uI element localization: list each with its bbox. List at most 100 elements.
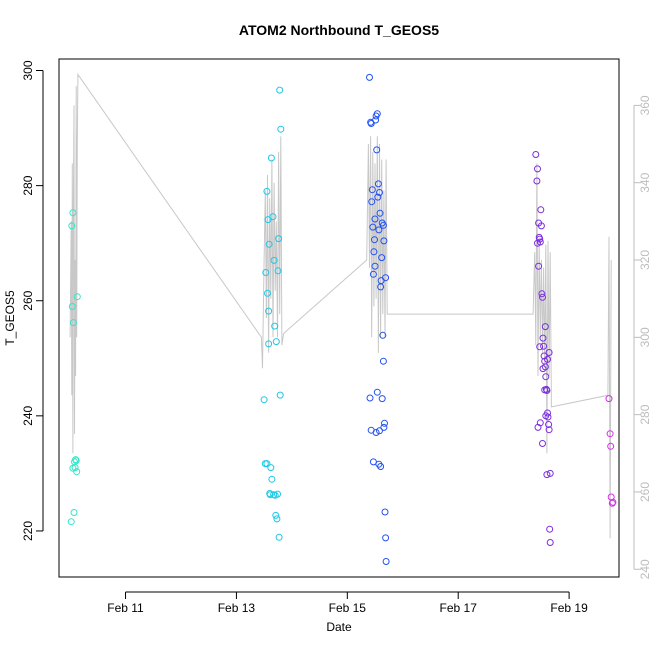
data-point-s3-2	[534, 165, 541, 173]
data-point-s3-10	[539, 293, 546, 301]
data-point-s2-22	[379, 357, 387, 365]
data-point-s3-16	[542, 373, 550, 381]
data-point-s0-2	[69, 209, 77, 217]
y-tick-label-2: 260	[21, 290, 35, 310]
right-tick-label-0: 240	[638, 559, 650, 579]
y-axis-label: T_GEOS5	[3, 290, 17, 346]
data-point-s2-15	[376, 189, 383, 196]
data-point-s0-0	[67, 518, 75, 526]
data-point-s1-5	[264, 216, 272, 224]
data-point-s1-14	[274, 490, 281, 498]
data-point-s2-23	[380, 423, 388, 431]
data-point-s2-29	[371, 236, 378, 244]
data-point-s3-35	[544, 355, 551, 363]
x-tick-label-1: Feb 13	[218, 601, 256, 615]
right-tick-label-5: 340	[638, 172, 650, 192]
data-point-s4-0	[605, 395, 613, 403]
data-point-s0-1	[68, 222, 76, 230]
data-point-s1-6	[265, 307, 273, 315]
data-point-s3-31	[534, 239, 541, 247]
data-point-s1-17	[276, 86, 284, 94]
data-point-s2-35	[380, 237, 388, 245]
data-point-s2-5	[369, 270, 377, 278]
data-point-s2-41	[382, 274, 390, 282]
axes-layer: 220 240 260 280 300 240 260 280 300 320 340 360 Feb …	[21, 60, 650, 615]
x-tick-label-3: Feb 17	[440, 601, 478, 615]
data-point-s0-11	[72, 457, 80, 465]
y-tick-label-0: 220	[21, 521, 35, 541]
data-point-s3-0	[532, 151, 540, 158]
data-point-s3-11	[539, 334, 547, 342]
data-point-s2-16	[376, 209, 384, 217]
data-point-s2-12	[374, 193, 382, 201]
x-axis-label: Date	[326, 620, 352, 634]
data-point-s4-2	[607, 442, 615, 450]
data-point-s1-18	[276, 391, 284, 399]
data-point-s0-10	[68, 303, 76, 310]
data-point-s2-34	[378, 395, 386, 403]
data-point-s2-3	[368, 186, 376, 194]
data-point-s3-22	[545, 426, 553, 434]
right-tick-label-3: 300	[638, 327, 650, 347]
x-tick-label-4: Feb 19	[550, 601, 588, 615]
data-point-s3-27	[539, 440, 546, 447]
chart-title: ATOM2 Northbound T_GEOS5	[239, 22, 439, 38]
y-tick-label-3: 280	[21, 175, 35, 195]
data-point-s2-30	[366, 394, 374, 402]
data-point-s1-0	[260, 396, 268, 404]
data-point-s3-38	[546, 469, 554, 477]
data-point-s1-25	[272, 511, 280, 519]
data-point-s1-10	[269, 213, 277, 221]
data-point-s3-8	[537, 222, 545, 230]
data-point-s1-21	[265, 340, 273, 348]
data-point-s2-4	[369, 223, 377, 231]
data-point-s1-4	[264, 289, 271, 297]
data-point-s3-29	[543, 471, 551, 479]
data-point-s1-3	[263, 187, 271, 195]
data-point-s1-16	[275, 235, 283, 243]
data-point-s2-21	[379, 331, 387, 339]
data-point-s2-37	[373, 388, 381, 396]
data-point-s2-40	[379, 221, 387, 229]
data-point-s1-19	[277, 125, 285, 133]
y-tick-label-1: 240	[21, 405, 35, 425]
data-point-s3-21	[545, 421, 553, 428]
data-point-s0-3	[69, 319, 77, 327]
data-point-s3-7	[537, 206, 545, 214]
right-tick-label-4: 320	[638, 250, 650, 270]
data-point-s0-8	[70, 509, 78, 516]
data-point-s2-26	[382, 534, 390, 542]
data-point-s3-5	[536, 235, 544, 243]
data-point-s2-38	[369, 458, 377, 466]
data-point-s1-22	[266, 491, 274, 499]
data-point-s1-23	[267, 154, 275, 162]
right-tick-label-1: 260	[638, 482, 650, 502]
data-point-s3-28	[541, 386, 549, 394]
data-point-s2-42	[371, 215, 379, 223]
data-point-s2-36	[367, 426, 375, 434]
data-point-s1-26	[273, 515, 281, 523]
right-tick-label-6: 360	[638, 95, 650, 115]
data-point-s3-37	[542, 412, 550, 420]
data-point-s1-27	[275, 533, 283, 541]
data-point-s3-33	[539, 365, 547, 373]
data-point-s3-32	[536, 343, 544, 351]
data-point-s2-2	[367, 120, 375, 127]
data-point-s2-28	[368, 198, 376, 206]
data-point-s2-14	[375, 226, 383, 234]
series-line-background	[69, 72, 612, 539]
data-point-s4-5	[609, 498, 617, 506]
data-point-s3-12	[540, 342, 548, 350]
data-point-s2-7	[371, 262, 379, 270]
plot-frame	[58, 58, 620, 578]
data-point-s1-24	[270, 491, 278, 499]
data-point-s2-27	[382, 558, 390, 565]
data-point-s2-0	[366, 73, 373, 81]
data-point-s1-13	[272, 338, 280, 346]
data-point-s2-8	[372, 116, 380, 124]
data-point-s1-28	[271, 322, 279, 330]
data-point-s1-11	[270, 256, 278, 264]
